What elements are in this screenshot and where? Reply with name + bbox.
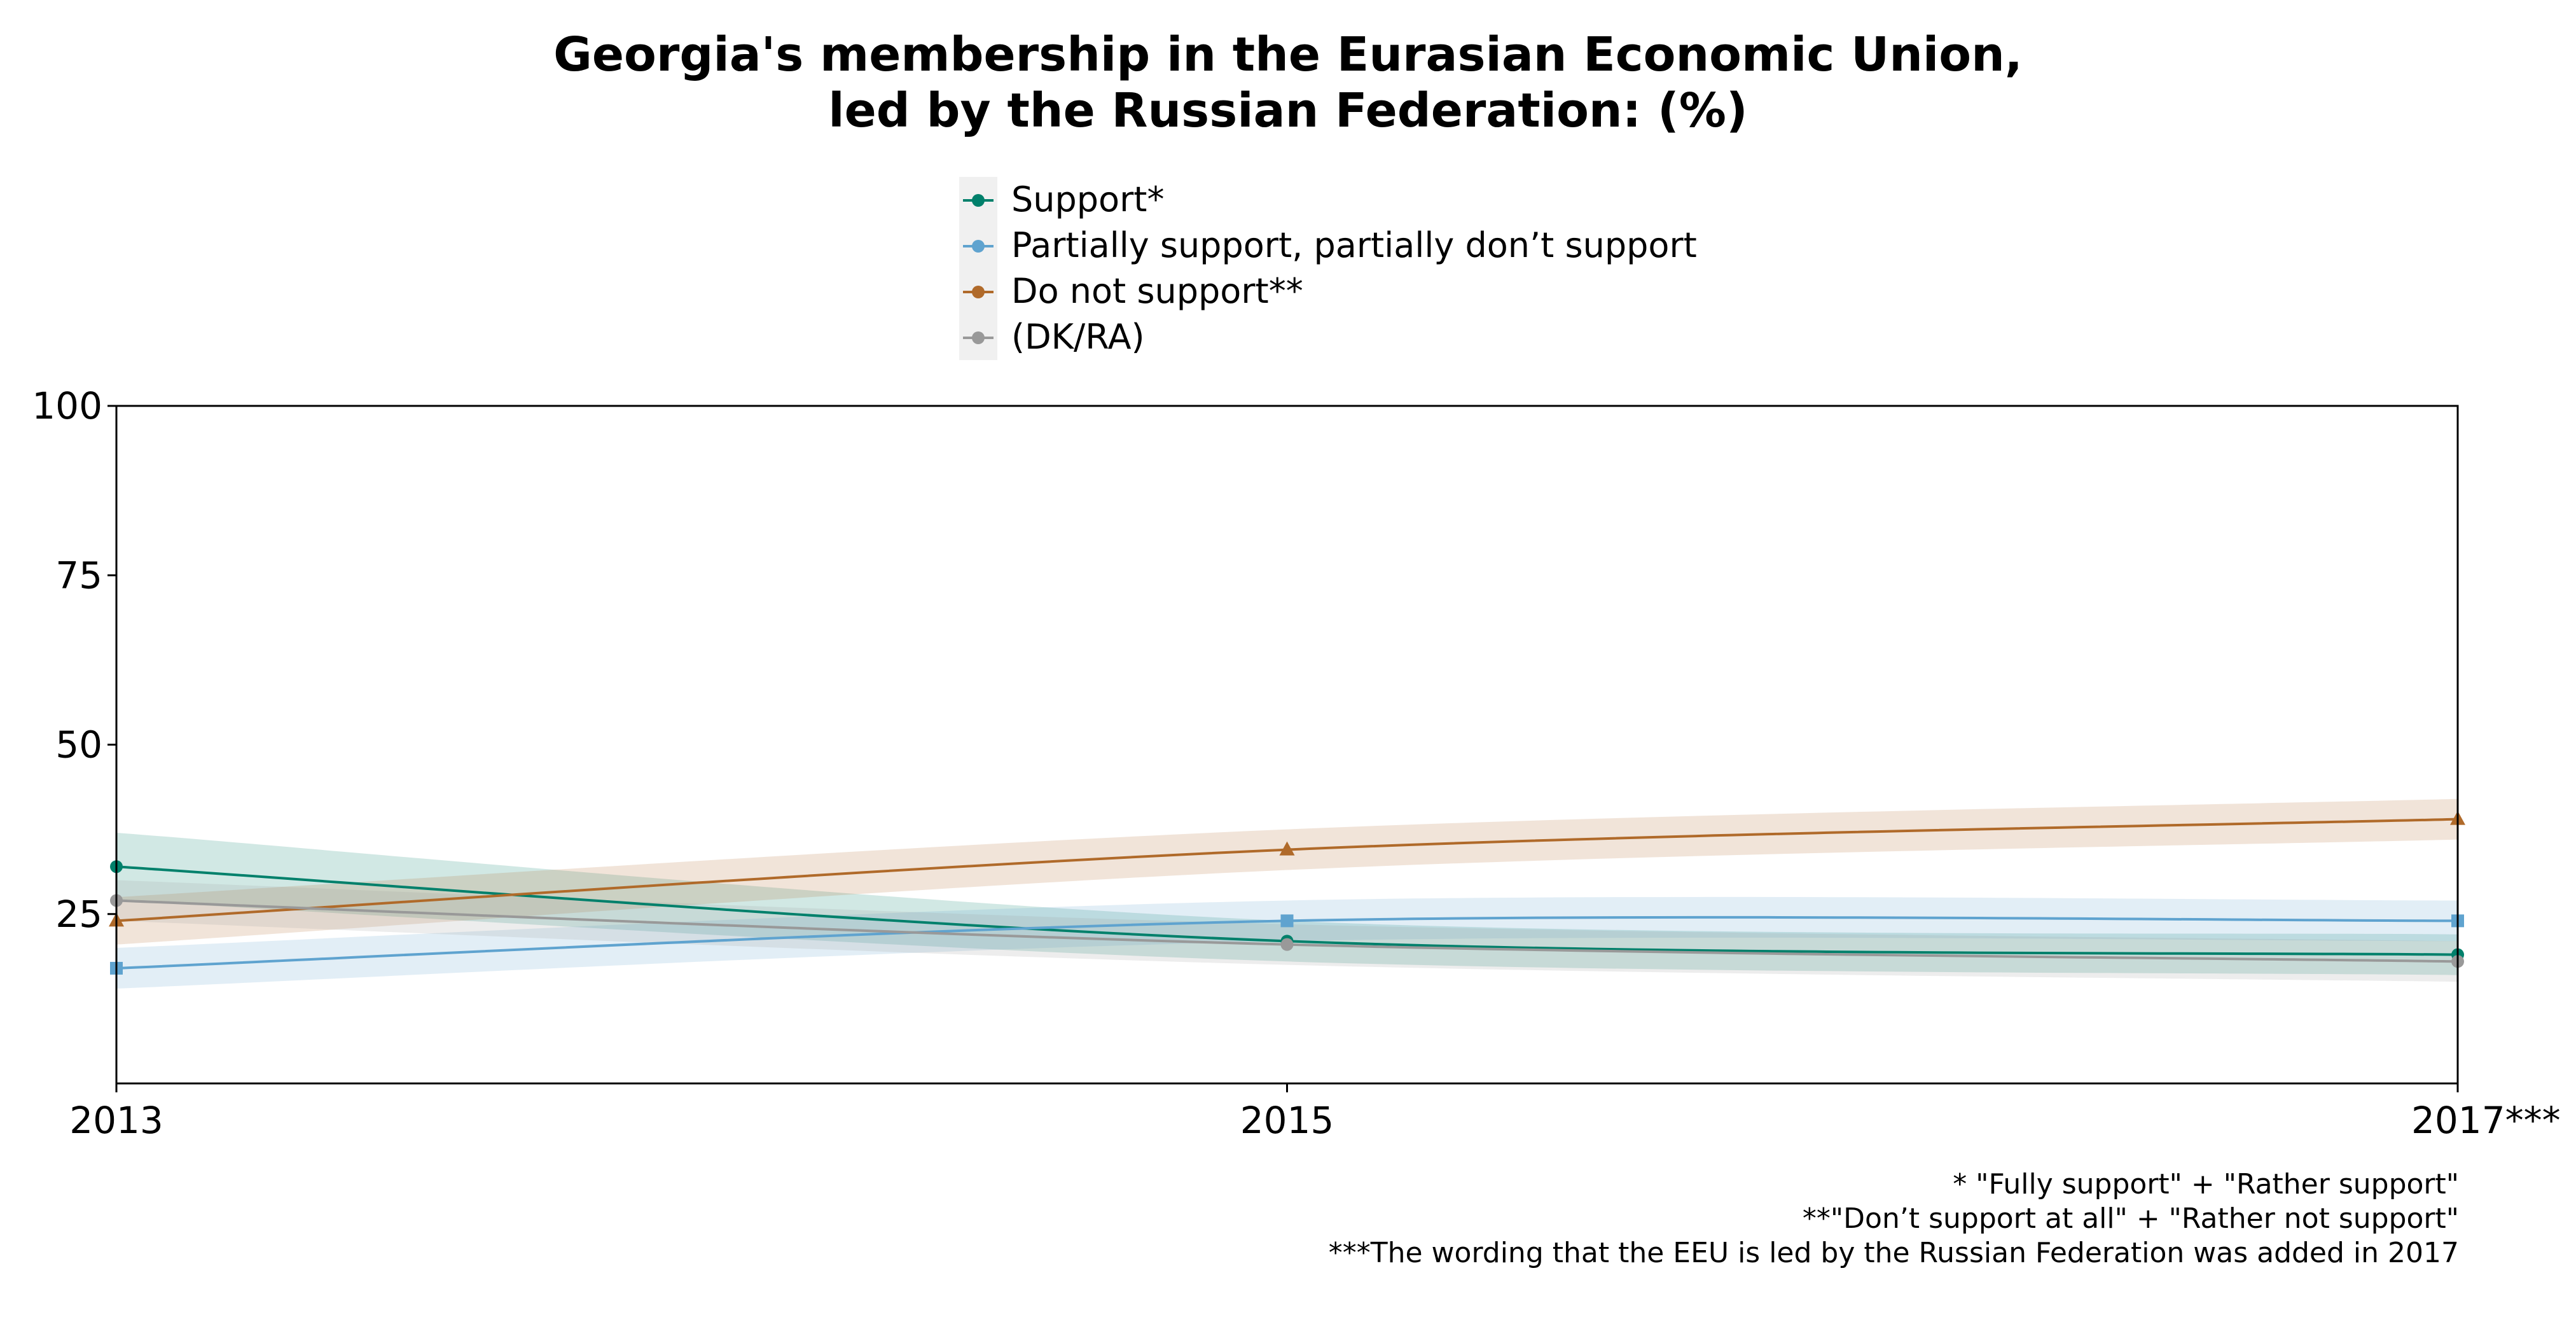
footnotes: * "Fully support" + "Rather support" **"… (1329, 1167, 2459, 1270)
y-tick-label-25: 25 (55, 893, 102, 936)
legend-item-do-not-support[interactable]: Do not support** (959, 268, 1722, 314)
point-partially-support-partially-don-t-support-2015[interactable] (1280, 914, 1294, 928)
legend-key-do-not-support (959, 268, 997, 314)
footnote-1: * "Fully support" + "Rather support" (1953, 1168, 2459, 1200)
legend-key-dk-ra (959, 314, 997, 360)
legend-item-partially-support[interactable]: Partially support, partially don’t suppo… (959, 223, 1722, 268)
y-tick-label-50: 50 (55, 723, 102, 767)
legend-item-support[interactable]: Support* (959, 177, 1722, 223)
confidence-bands (116, 798, 2458, 989)
y-tick-label-100: 100 (32, 384, 102, 428)
legend-label-support: Support* (1011, 179, 1165, 219)
plot-frame (115, 405, 2459, 1085)
chart-title-line-2: led by the Russian Federation: (%) (828, 83, 1748, 138)
legend-key-support (959, 177, 997, 223)
x-tick-label-2017: 2017*** (2411, 1099, 2561, 1142)
legend-label-dk-ra: (DK/RA) (1011, 317, 1145, 357)
x-tick-label-2015: 2015 (1240, 1099, 1334, 1142)
point-dk-ra-2015[interactable] (1280, 938, 1294, 951)
legend-item-dk-ra[interactable]: (DK/RA) (959, 314, 1722, 360)
chart-title-line-1: Georgia's membership in the Eurasian Eco… (553, 27, 2023, 82)
ci-band-do-not-support (116, 798, 2458, 945)
legend-label-do-not-support: Do not support** (1011, 271, 1303, 311)
ci-band-partially-support-partially-don-t-support (116, 896, 2458, 989)
footnote-2: **"Don’t support at all" + "Rather not s… (1802, 1202, 2459, 1235)
y-tick-label-75: 75 (55, 553, 102, 597)
x-axis: 2013 2015 2017*** (69, 1083, 2561, 1142)
ci-band-dk-ra (116, 880, 2458, 982)
y-axis: 25 50 75 100 (32, 384, 116, 936)
footnote-3: ***The wording that the EEU is led by th… (1328, 1237, 2459, 1269)
ci-band-support (116, 832, 2458, 975)
legend-key-partially-support (959, 223, 997, 268)
chart-title: Georgia's membership in the Eurasian Eco… (0, 27, 2576, 139)
point-do-not-support-2015[interactable] (1279, 841, 1295, 856)
legend-label-partially-support: Partially support, partially don’t suppo… (1011, 225, 1697, 265)
x-tick-label-2013: 2013 (69, 1099, 163, 1142)
